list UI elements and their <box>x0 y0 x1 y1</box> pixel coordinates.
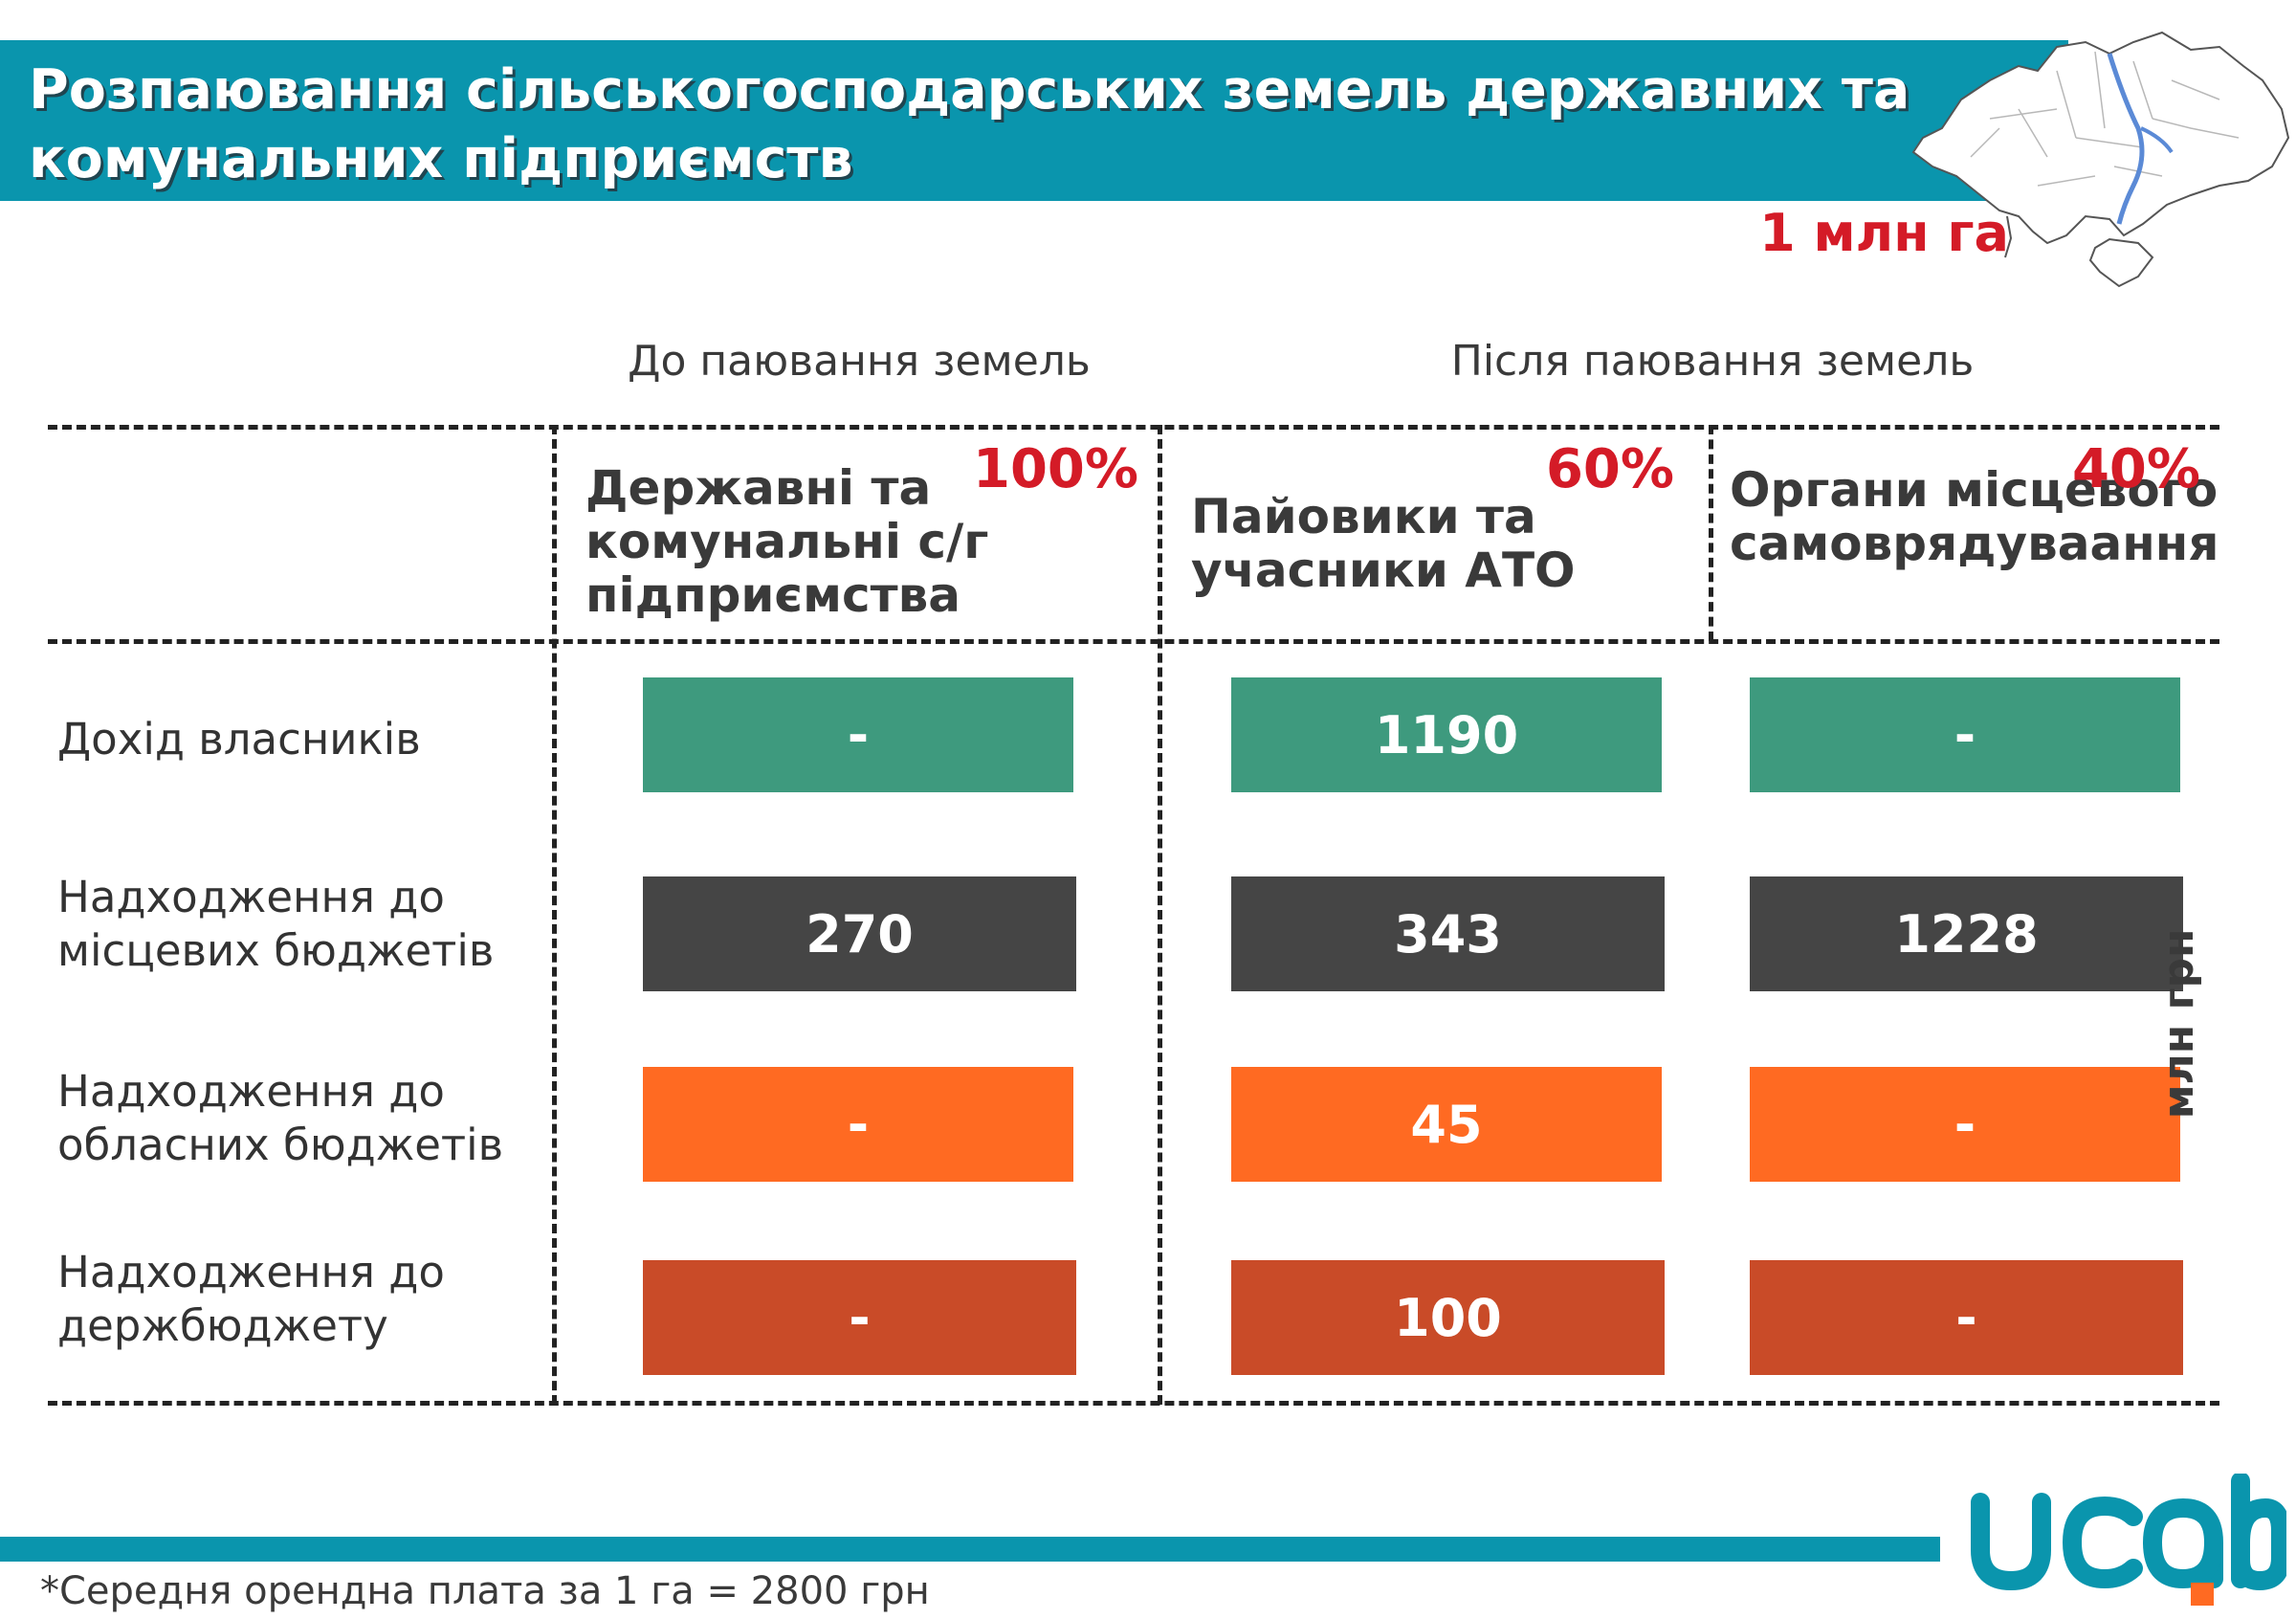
column-header-enterprises: Державні та комунальні с/г підприємства <box>585 460 989 623</box>
cell-regional-budgets-local-gov: - <box>1750 1067 2180 1182</box>
column-pct-enterprises: 100% <box>972 438 1138 500</box>
grid-line-col3 <box>1709 425 1713 641</box>
grid-line-col1 <box>552 425 557 1405</box>
ukraine-map-icon <box>1911 31 2290 288</box>
cell-regional-budgets-owners: 45 <box>1231 1067 1662 1182</box>
cell-owner-income-enterprises: - <box>643 677 1073 792</box>
column-header-local-gov: Органи місцевого самоврядуваання <box>1730 462 2219 571</box>
section-after-label: Після паювання земель <box>1450 337 1975 386</box>
cell-state-budget-enterprises: - <box>643 1260 1076 1375</box>
section-before-label: До паювання земель <box>628 337 1091 386</box>
unit-label: млн грн <box>2154 928 2203 1120</box>
column-pct-owners: 60% <box>1545 438 1674 500</box>
row-label-local-budgets: Надходження до місцевих бюджетів <box>57 872 495 976</box>
row-label-state-budget: Надходження до держбюджету <box>57 1247 445 1351</box>
cell-local-budgets-enterprises: 270 <box>643 876 1076 991</box>
cell-owner-income-local-gov: - <box>1750 677 2180 792</box>
column-pct-local-gov: 40% <box>2071 438 2200 500</box>
grid-line-top <box>48 425 2219 430</box>
area-label: 1 млн га <box>1759 203 2009 263</box>
grid-line-header <box>48 639 2219 644</box>
ucab-logo <box>1971 1474 2286 1606</box>
footnote: *Середня орендна плата за 1 га = 2800 гр… <box>40 1569 930 1613</box>
cell-owner-income-owners: 1190 <box>1231 677 1662 792</box>
cell-local-budgets-local-gov: 1228 <box>1750 876 2183 991</box>
cell-regional-budgets-enterprises: - <box>643 1067 1073 1182</box>
cell-state-budget-local-gov: - <box>1750 1260 2183 1375</box>
column-header-owners: Пайовики та учасники АТО <box>1191 489 1576 598</box>
footer-bar <box>0 1537 1940 1562</box>
row-label-owner-income: Дохід власників <box>57 714 421 765</box>
row-label-regional-budgets: Надходження до обласних бюджетів <box>57 1066 504 1170</box>
cell-state-budget-owners: 100 <box>1231 1260 1665 1375</box>
page-title: Розпаювання сільськогосподарських земель… <box>29 58 1910 190</box>
title-bar <box>0 40 2068 201</box>
grid-line-bottom <box>48 1401 2219 1406</box>
cell-local-budgets-owners: 343 <box>1231 876 1665 991</box>
grid-line-col2 <box>1158 425 1162 1405</box>
